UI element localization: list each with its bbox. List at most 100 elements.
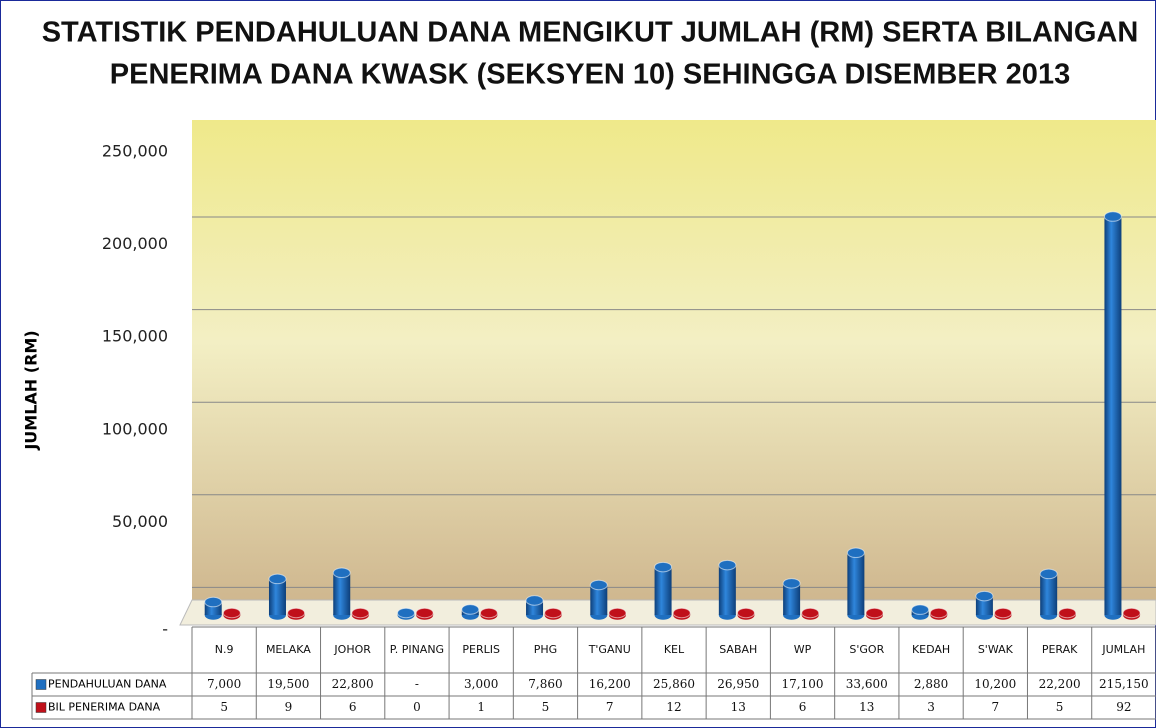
bar [268,578,286,615]
bar-top [1103,211,1122,222]
data-label: 17,100 [782,677,824,691]
bar-top [865,607,884,619]
y-tick-label: 50,000 [112,512,168,531]
x-tick-label: KEL [664,643,685,656]
data-label: 22,800 [332,677,374,691]
bar-top [654,561,673,573]
bar-top [461,604,480,615]
data-label: 22,200 [1039,677,1081,691]
bar-top [1039,568,1058,580]
y-tick-label: 150,000 [102,327,168,346]
data-label: 5 [542,700,550,714]
y-tick-label: 100,000 [102,419,168,438]
bar-top [589,579,608,591]
bar-top [287,607,306,619]
chart-title: PENERIMA DANA KWASK (SEKSYEN 10) SEHINGG… [110,59,1070,91]
x-tick-label: P. PINANG [390,643,444,656]
bar [783,583,801,615]
bar-top [1122,607,1141,619]
data-label: 2,880 [914,677,948,691]
data-label: 3,000 [464,677,498,691]
bar-top [397,607,416,619]
bar-top [975,590,994,602]
x-tick-label: PHG [534,643,557,656]
x-tick-label: N.9 [215,643,234,656]
data-label: 92 [1116,700,1131,714]
x-tick-label: PERAK [1042,643,1078,656]
data-label: 5 [1056,700,1064,714]
data-label: 7 [992,700,1000,714]
x-tick-label: S'WAK [978,643,1014,656]
data-label: 7,860 [528,677,562,691]
x-tick-label: S'GOR [849,643,884,656]
data-label: 13 [859,700,874,714]
bar [1040,573,1058,615]
x-tick-label: T'GANU [588,643,631,656]
bar-top [479,607,498,619]
bar [590,584,608,615]
legend-swatch [35,679,47,690]
data-label: 19,500 [267,677,309,691]
y-tick-label: 250,000 [102,142,168,161]
data-label: 3 [927,700,935,714]
bar-top [204,596,223,608]
bar-top [1058,607,1077,619]
data-label: 9 [285,700,293,714]
data-label: 215,150 [1099,677,1149,691]
bar-top [672,607,691,619]
data-label: - [415,677,419,691]
bar-top [332,567,351,579]
y-tick-label: - [162,620,168,639]
legend-swatch [35,702,47,713]
data-label: 7,000 [207,677,241,691]
bar [718,565,736,615]
bar-top [782,578,801,589]
legend-label: PENDAHULUAN DANA [48,678,167,691]
data-label: 16,200 [589,677,631,691]
data-label: 6 [349,700,357,714]
bar [1104,216,1122,615]
x-tick-label: PERLIS [462,643,500,656]
bar-top [351,607,370,619]
data-label: 0 [413,700,421,714]
bar-top [736,607,755,619]
data-label: 6 [799,700,807,714]
bar [333,572,351,615]
bar [847,552,865,615]
x-tick-label: JUMLAH [1101,643,1145,656]
bar [654,567,672,615]
x-tick-label: JOHOR [333,643,371,656]
plot-wall [192,120,1156,615]
data-label: 13 [731,700,746,714]
bar-top [544,607,563,619]
bar-top [801,607,820,619]
bar-top [911,604,930,615]
legend-label: BIL PENERIMA DANA [48,701,161,714]
bar-top [525,595,544,606]
x-tick-label: MELAKA [266,643,311,656]
data-label: 1 [477,700,485,714]
data-label: 26,950 [717,677,759,691]
data-label: 25,860 [653,677,695,691]
bar-top [718,559,737,571]
chart-title: STATISTIK PENDAHULUAN DANA MENGIKUT JUML… [42,17,1139,49]
bar-top [846,547,865,559]
bar-top [222,607,241,619]
data-label: 7 [606,700,614,714]
x-tick-label: KEDAH [912,643,950,656]
data-label: 10,200 [974,677,1016,691]
data-label: 5 [220,700,228,714]
bar-top [929,607,948,619]
x-tick-label: WP [794,643,812,656]
bar-top [994,607,1013,619]
data-label: 33,600 [846,677,888,691]
data-label: 12 [666,700,681,714]
bar-top [608,607,627,619]
y-tick-label: 200,000 [102,234,168,253]
bar [975,596,993,615]
bar-top [268,573,287,585]
y-axis-label: JUMLAH (RM) [22,330,41,450]
x-tick-label: SABAH [719,643,757,656]
bar-top [415,607,434,619]
